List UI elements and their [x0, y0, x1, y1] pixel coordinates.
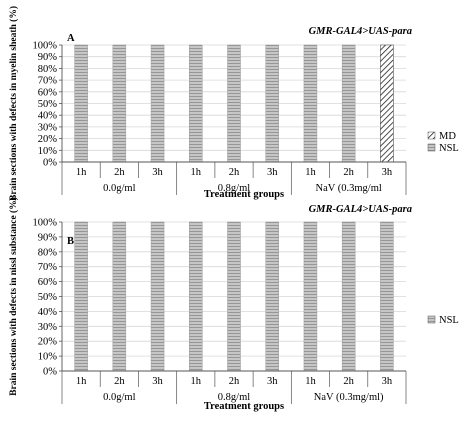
legend-label-nsl: NSL [439, 315, 459, 326]
y-tick-label: 100% [33, 218, 58, 229]
bar-nsl [112, 221, 127, 372]
x-category-label: 2h [229, 167, 240, 178]
chart-panel-a: 0%10%20%30%40%50%60%70%80%90%100% 1h 2h 3h 1… [8, 6, 459, 201]
strain-title: GMR-GAL4>UAS-para [309, 204, 412, 215]
x-group-label: NaV (0.3mg/ml) [314, 392, 384, 403]
bar-nsl [227, 221, 241, 372]
y-tick-label: 0% [43, 158, 57, 169]
panel-label: A [67, 33, 75, 44]
bar-nsl [189, 221, 203, 372]
x-group-label: 0.8g/ml [218, 183, 250, 194]
bar-nsl [265, 221, 279, 372]
strain-title: GMR-GAL4>UAS-para [309, 26, 412, 37]
y-tick-label: 60% [38, 87, 58, 98]
bar-md [380, 44, 394, 163]
y-tick-label: 70% [38, 262, 58, 273]
x-category-label: 3h [267, 167, 278, 178]
legend-swatch-md [427, 131, 436, 140]
legend-label-nsl: NSL [439, 143, 459, 154]
y-tick-label: 30% [38, 122, 58, 133]
bar-nsl [380, 221, 394, 372]
x-group-label: NaV (0.3mg/ml [316, 183, 382, 194]
x-category-label: 1h [305, 376, 316, 387]
y-tick-label: 80% [38, 64, 58, 75]
bar-nsl [150, 44, 165, 163]
x-category-label: 1h [76, 167, 87, 178]
bar-nsl [341, 221, 356, 372]
bar-nsl [341, 44, 356, 163]
y-axis-title: Brain sections with defects in nissl sub… [8, 197, 19, 396]
legend-label-md: MD [439, 131, 456, 142]
y-tick-label: 20% [38, 134, 58, 145]
x-category-label: 3h [267, 376, 278, 387]
y-tick-label: 30% [38, 322, 58, 333]
x-category-label: 1h [76, 376, 87, 387]
bar-nsl [227, 44, 241, 163]
x-category-label: 2h [229, 376, 240, 387]
bar-nsl [112, 44, 127, 163]
x-category-label: 3h [382, 376, 393, 387]
bar-nsl [74, 221, 88, 372]
y-tick-label: 50% [38, 292, 58, 303]
y-tick-label: 90% [38, 232, 58, 243]
chart-panel-b: 0% 10% 20% 30% 40% 50% 60% 70% 80% 90% 100% 1h 2h 3h 1… [8, 197, 459, 412]
y-tick-label: 40% [38, 307, 58, 318]
y-tick-label: 90% [38, 52, 58, 63]
x-group-label: 0.0g/ml [103, 392, 135, 403]
y-tick-label: 80% [38, 247, 58, 258]
y-axis-title: Brain sections with defects in myelin sh… [8, 6, 19, 201]
x-axis-title: Treatment groups [204, 401, 284, 412]
y-tick-label: 60% [38, 277, 58, 288]
bar-nsl [74, 44, 88, 163]
y-tick-label: 100% [33, 41, 58, 52]
bar-nsl [303, 44, 318, 163]
x-category-label: 2h [114, 167, 125, 178]
x-category-label: 3h [382, 167, 393, 178]
y-tick-label: 70% [38, 76, 58, 87]
x-category-label: 1h [191, 167, 202, 178]
bar-nsl [150, 221, 165, 372]
x-category-label: 1h [305, 167, 316, 178]
y-tick-label: 10% [38, 146, 58, 157]
x-category-label: 3h [152, 376, 163, 387]
x-category-label: 2h [343, 167, 354, 178]
x-group-label: 0.8g/ml [218, 392, 250, 403]
y-tick-label: 20% [38, 337, 58, 348]
x-category-label: 2h [343, 376, 354, 387]
y-tick-label: 50% [38, 99, 58, 110]
x-group-label: 0.0g/ml [103, 183, 135, 194]
y-tick-label: 10% [38, 352, 58, 363]
y-tick-label: 40% [38, 111, 58, 122]
bar-nsl [189, 44, 203, 163]
legend-swatch-nsl [427, 143, 436, 152]
x-axis-title: Treatment groups [204, 189, 284, 200]
panel-label: B [67, 236, 74, 247]
y-tick-label: 0% [43, 367, 57, 378]
bar-nsl [265, 44, 279, 163]
bar-nsl [303, 221, 318, 372]
x-category-label: 1h [191, 376, 202, 387]
x-category-label: 2h [114, 376, 125, 387]
x-category-label: 3h [152, 167, 163, 178]
legend-swatch-nsl [427, 315, 436, 324]
